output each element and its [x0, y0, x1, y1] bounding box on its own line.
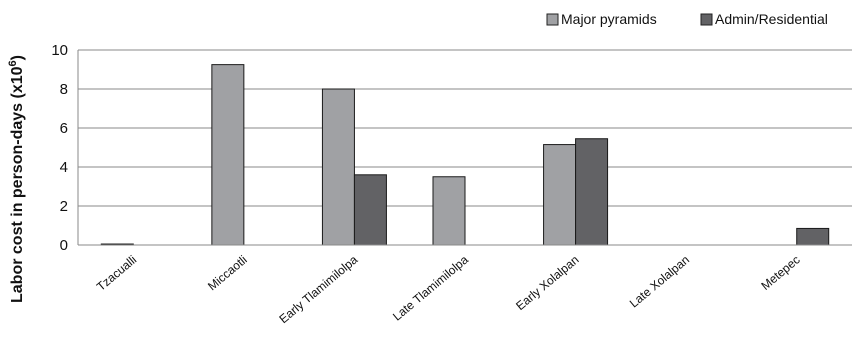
legend-label-admin-residential: Admin/Residential [715, 11, 828, 27]
grid [78, 49, 852, 207]
x-tick-label: Metepec [758, 253, 802, 293]
bar-admin-residential [796, 227, 830, 246]
y-axis-title-text: Labor cost in person-days (x10 [9, 66, 26, 303]
bar-admin-residential [353, 174, 387, 246]
x-tick-label: Miccaotli [205, 253, 250, 294]
y-axis-title: Labor cost in person-days (x106) [7, 55, 26, 303]
y-tick-labels: 0 2 4 6 8 10 [51, 42, 68, 254]
y-tick-label: 6 [60, 120, 68, 137]
y-axis-title-suffix: ) [9, 55, 26, 60]
y-tick-label: 4 [60, 159, 68, 176]
legend-swatch-admin-residential [700, 13, 713, 26]
x-tick-label: Late Xolalpan [627, 253, 692, 311]
y-tick-label: 8 [60, 81, 68, 98]
x-tick-label: Late Tlamimilolpa [390, 252, 471, 323]
bar-major-pyramids [321, 88, 355, 246]
axes [77, 50, 852, 246]
x-tick-label: Early Tlamimilolpa [276, 252, 360, 326]
bar-major-pyramids [432, 176, 466, 246]
bars [100, 64, 830, 246]
bar-major-pyramids [211, 64, 245, 246]
legend-swatch-major-pyramids [546, 13, 559, 26]
y-tick-label: 10 [51, 42, 68, 59]
x-tick-label: Tzacualli [94, 253, 139, 294]
legend-label-major-pyramids: Major pyramids [561, 11, 657, 27]
bar-major-pyramids [543, 144, 577, 246]
bar-admin-residential [575, 138, 609, 246]
x-tick-label: Early Xolalpan [513, 253, 581, 313]
x-tick-labels: Tzacualli Miccaotli Early Tlamimilolpa Late… [94, 252, 803, 326]
y-tick-label: 0 [60, 237, 68, 254]
y-tick-label: 2 [60, 198, 68, 215]
legend: Major pyramids Admin/Residential [546, 11, 828, 27]
y-axis-title-superscript: 6 [7, 60, 19, 66]
